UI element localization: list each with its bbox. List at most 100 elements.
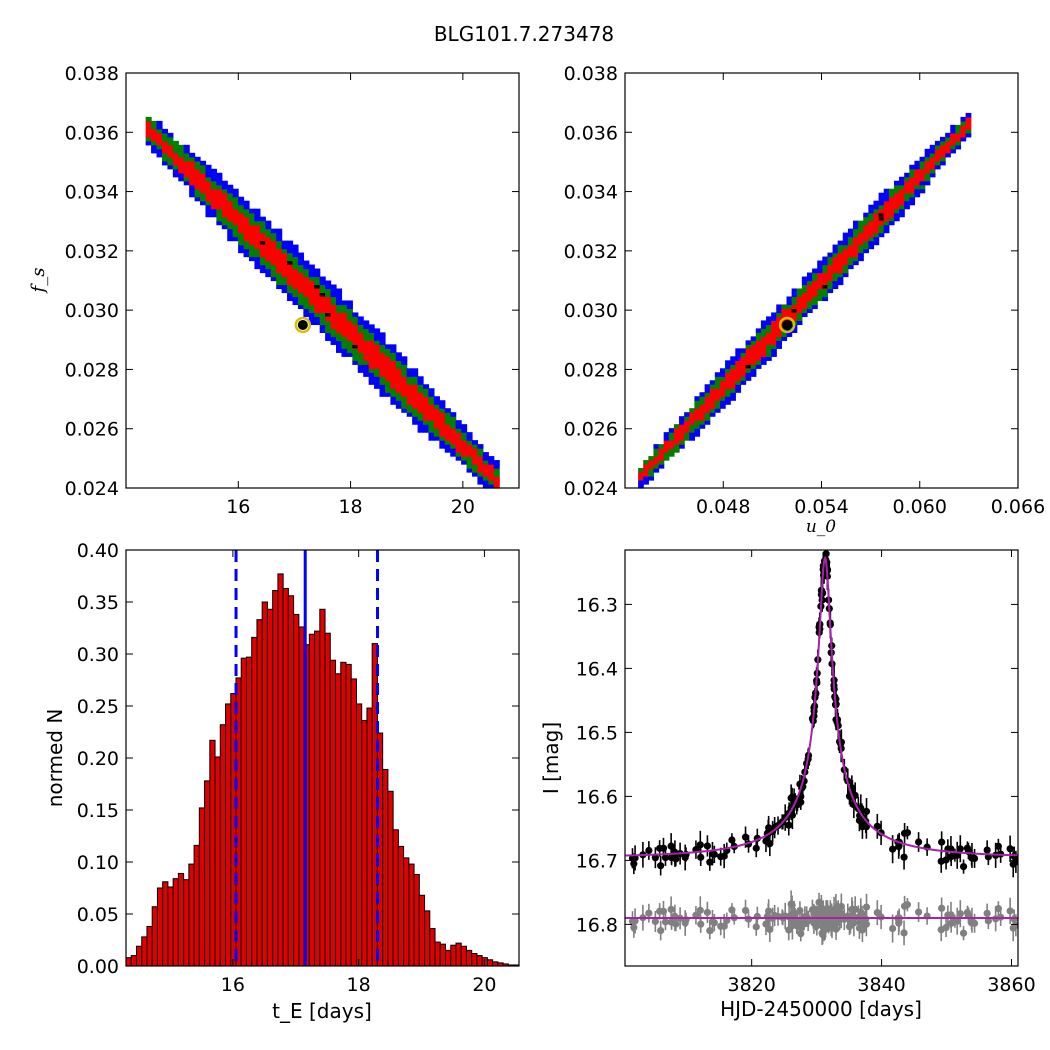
posterior-cell xyxy=(303,260,310,266)
posterior-cell xyxy=(314,280,321,286)
posterior-cell xyxy=(689,416,695,421)
posterior-cell xyxy=(899,208,905,214)
posterior-cell xyxy=(883,228,890,234)
posterior-cell xyxy=(714,392,721,397)
data-point xyxy=(657,862,665,870)
posterior-cell xyxy=(183,152,190,158)
posterior-cell xyxy=(156,136,163,142)
posterior-cell xyxy=(888,204,895,210)
posterior-cell xyxy=(766,340,772,345)
sample-cell xyxy=(878,216,884,221)
posterior-cell xyxy=(303,292,310,298)
posterior-cell xyxy=(842,272,849,278)
posterior-cell xyxy=(679,432,685,437)
posterior-cell xyxy=(336,312,343,318)
posterior-cell xyxy=(439,408,446,413)
posterior-cell xyxy=(243,224,250,230)
posterior-cell xyxy=(466,440,473,445)
posterior-cell xyxy=(384,384,391,389)
histogram-bar xyxy=(298,626,305,967)
posterior-cell xyxy=(909,188,916,194)
te-fs-cells xyxy=(145,116,500,489)
data-point xyxy=(710,919,718,927)
posterior-cell xyxy=(172,152,179,158)
posterior-cell xyxy=(346,336,353,341)
posterior-cell xyxy=(210,172,217,178)
posterior-cell xyxy=(341,308,348,314)
posterior-cell xyxy=(766,336,772,341)
posterior-cell xyxy=(643,480,649,485)
posterior-cell xyxy=(161,156,169,162)
posterior-cell xyxy=(330,308,337,314)
posterior-cell xyxy=(909,184,916,190)
posterior-cell xyxy=(806,280,813,286)
posterior-cell xyxy=(227,192,234,198)
posterior-cell xyxy=(183,164,190,170)
posterior-cell xyxy=(482,464,489,469)
posterior-cell xyxy=(374,352,381,357)
posterior-cell xyxy=(965,120,972,126)
posterior-cell xyxy=(863,216,869,222)
posterior-cell xyxy=(842,260,849,266)
posterior-cell xyxy=(287,244,294,250)
posterior-cell xyxy=(265,228,272,234)
posterior-cell xyxy=(417,400,424,405)
posterior-cell xyxy=(868,240,875,246)
posterior-cell xyxy=(401,396,408,401)
posterior-cell xyxy=(919,160,926,166)
best-fit-marker-core xyxy=(297,319,308,330)
posterior-cell xyxy=(663,444,670,449)
posterior-cell xyxy=(945,148,951,154)
posterior-cell xyxy=(725,376,731,381)
posterior-cell xyxy=(868,216,875,222)
posterior-cell xyxy=(276,228,283,234)
posterior-cell xyxy=(178,160,185,166)
data-point xyxy=(630,923,638,932)
posterior-cell xyxy=(216,220,223,226)
posterior-cell xyxy=(730,380,736,385)
posterior-cell xyxy=(842,248,849,254)
posterior-cell xyxy=(858,244,864,250)
posterior-cell xyxy=(412,404,419,409)
posterior-cell xyxy=(341,320,348,325)
posterior-cell xyxy=(827,260,834,266)
posterior-cell xyxy=(653,444,660,449)
posterior-cell xyxy=(755,360,762,365)
posterior-cell xyxy=(960,128,967,134)
light-curve-plot xyxy=(625,550,1018,946)
posterior-cell xyxy=(466,444,473,449)
posterior-cell xyxy=(178,156,185,162)
posterior-cell xyxy=(314,268,321,274)
posterior-cell xyxy=(919,172,926,178)
data-point xyxy=(710,850,718,858)
posterior-cell xyxy=(238,232,245,238)
posterior-cell xyxy=(776,332,782,337)
best-fit-marker xyxy=(778,316,796,334)
posterior-cell xyxy=(145,140,152,146)
posterior-cell xyxy=(346,348,353,353)
posterior-cell xyxy=(336,292,343,298)
histogram-bar xyxy=(230,693,237,967)
posterior-cell xyxy=(806,272,813,278)
posterior-cell xyxy=(303,296,310,302)
sample-cell xyxy=(352,344,358,349)
posterior-cell xyxy=(412,412,419,417)
posterior-cell xyxy=(471,460,479,465)
posterior-cell xyxy=(699,404,706,409)
posterior-cell xyxy=(444,448,451,453)
posterior-cell xyxy=(221,196,228,202)
posterior-cell xyxy=(466,436,473,441)
posterior-cell xyxy=(303,308,310,314)
histogram-bar xyxy=(193,844,200,967)
posterior-cell xyxy=(194,160,201,166)
posterior-cell xyxy=(270,252,277,258)
posterior-cell xyxy=(417,376,424,381)
posterior-cell xyxy=(847,264,854,270)
histogram-bar xyxy=(240,657,247,967)
posterior-cell xyxy=(955,132,962,138)
posterior-cell xyxy=(863,244,869,250)
posterior-cell xyxy=(699,416,706,421)
posterior-cell xyxy=(243,200,250,206)
posterior-cell xyxy=(725,368,731,373)
posterior-cell xyxy=(730,356,736,361)
